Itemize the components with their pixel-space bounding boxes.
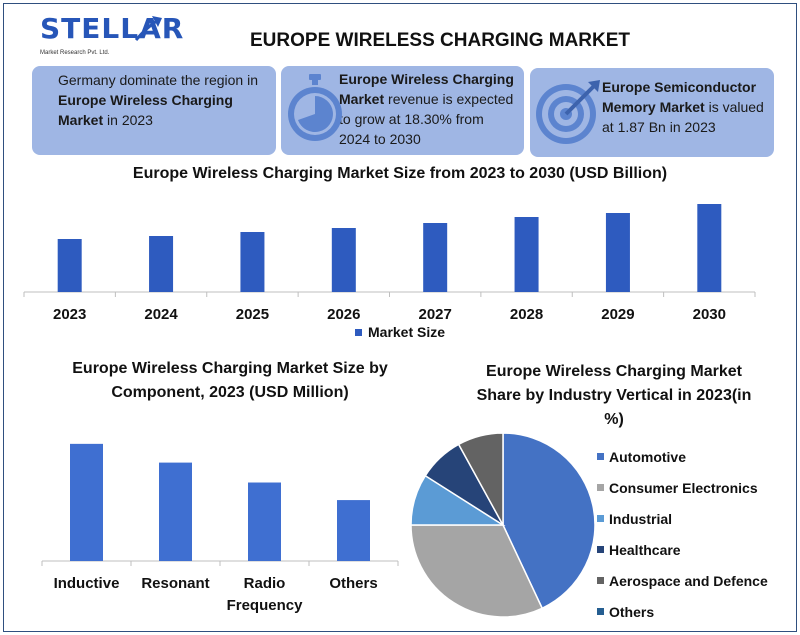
page-title: EUROPE WIRELESS CHARGING MARKET — [250, 30, 631, 51]
legend-item: Consumer Electronics — [597, 472, 768, 503]
info-card-semiconductor: Europe Semiconductor Memory Market is va… — [530, 68, 774, 157]
legend-label: Others — [609, 603, 655, 620]
legend-swatch — [597, 484, 604, 491]
chart2-bar — [159, 462, 192, 561]
chart1-tick-label: 2028 — [510, 306, 543, 323]
legend-swatch — [597, 608, 604, 615]
chart2-bar — [248, 482, 281, 561]
chart2-tick-label: Others — [329, 575, 377, 592]
legend-swatch — [597, 577, 604, 584]
pie-slice-consumer-electronics — [410, 524, 544, 618]
chart1-tick-label: 2029 — [601, 306, 634, 323]
chart1-bar — [514, 217, 539, 292]
chart2-title: Europe Wireless Charging Market Size by … — [72, 360, 388, 401]
card-text: Germany dominate the region in — [58, 72, 258, 88]
legend-item: Aerospace and Defence — [597, 565, 768, 596]
chart3-legend: Automotive Consumer Electronics Industrial… — [597, 441, 768, 627]
chart1-bar — [149, 236, 174, 292]
chart1-bar — [57, 239, 82, 292]
card-bold-text: Europe Wireless Charging Market — [58, 92, 233, 128]
chart2-tick-label: Frequency — [227, 597, 304, 614]
logo-tagline: Market Research Pvt. Ltd. — [40, 50, 110, 56]
chart2-tick-label: Inductive — [54, 575, 120, 592]
chart3-title: Europe Wireless Charging Market Share by… — [464, 360, 764, 432]
info-card-growth: Europe Wireless Charging Market revenue … — [281, 66, 524, 155]
chart1-bar — [240, 232, 265, 292]
chart1-tick-label: 2024 — [144, 306, 178, 323]
chart3-title-line: %) — [604, 411, 624, 428]
card-bold-text: Europe Semiconductor Memory Market — [602, 79, 757, 115]
legend-label: Consumer Electronics — [609, 479, 758, 496]
chart1-bar — [331, 228, 356, 292]
legend-swatch — [597, 546, 604, 553]
chart3-title-line: Europe Wireless Charging Market — [486, 363, 742, 380]
legend-label: Healthcare — [609, 541, 681, 558]
outer-frame — [3, 3, 797, 632]
card-text: in 2023 — [103, 112, 153, 128]
legend-item: Automotive — [597, 441, 768, 472]
chart2-bar — [337, 500, 370, 561]
target-icon — [536, 80, 600, 144]
card-bold-text: Europe Wireless Charging Market — [339, 71, 514, 107]
logo-arrow-icon — [134, 16, 162, 41]
legend-label: Industrial — [609, 510, 673, 527]
info-card-germany: Germany dominate the region in Europe Wi… — [32, 66, 276, 155]
legend-item: Industrial — [597, 503, 768, 534]
legend-swatch — [355, 328, 362, 336]
chart1-title: Europe Wireless Charging Market Size fro… — [132, 165, 668, 182]
legend-label: Aerospace and Defence — [609, 572, 768, 589]
pie-slice-aerospace-and-defence — [457, 432, 504, 526]
card-text: is valued at 1.87 Bn in 2023 — [602, 99, 764, 135]
pie-slice-automotive — [502, 432, 596, 610]
chart2-tick-label: Resonant — [141, 575, 209, 592]
chart1-tick-label: 2030 — [693, 306, 726, 323]
legend-swatch — [597, 515, 604, 522]
legend-label: Market Size — [368, 324, 446, 340]
chart1-tick-label: 2027 — [419, 306, 452, 323]
card-text: revenue is expected to grow at 18.30% fr… — [339, 91, 514, 147]
chart2-tick-label: Radio — [244, 575, 286, 592]
chart1-tick-label: 2026 — [327, 306, 360, 323]
chart2-bar — [70, 443, 103, 561]
legend-swatch — [597, 453, 604, 460]
stopwatch-icon — [288, 74, 342, 141]
stellar-logo: STELLAR Market Research Pvt. Ltd. — [34, 10, 183, 64]
chart1-bar — [605, 213, 630, 292]
legend-item: Healthcare — [597, 534, 768, 565]
chart1-bar — [423, 223, 448, 292]
chart1-legend: Market Size — [355, 324, 445, 340]
legend-label: Automotive — [609, 448, 686, 465]
chart1-tick-label: 2023 — [53, 306, 86, 323]
legend-item: Others — [597, 596, 768, 627]
chart3-title-line: Share by Industry Vertical in 2023(in — [476, 387, 752, 404]
chart1-bar — [697, 204, 722, 292]
chart1-tick-label: 2025 — [236, 306, 269, 323]
